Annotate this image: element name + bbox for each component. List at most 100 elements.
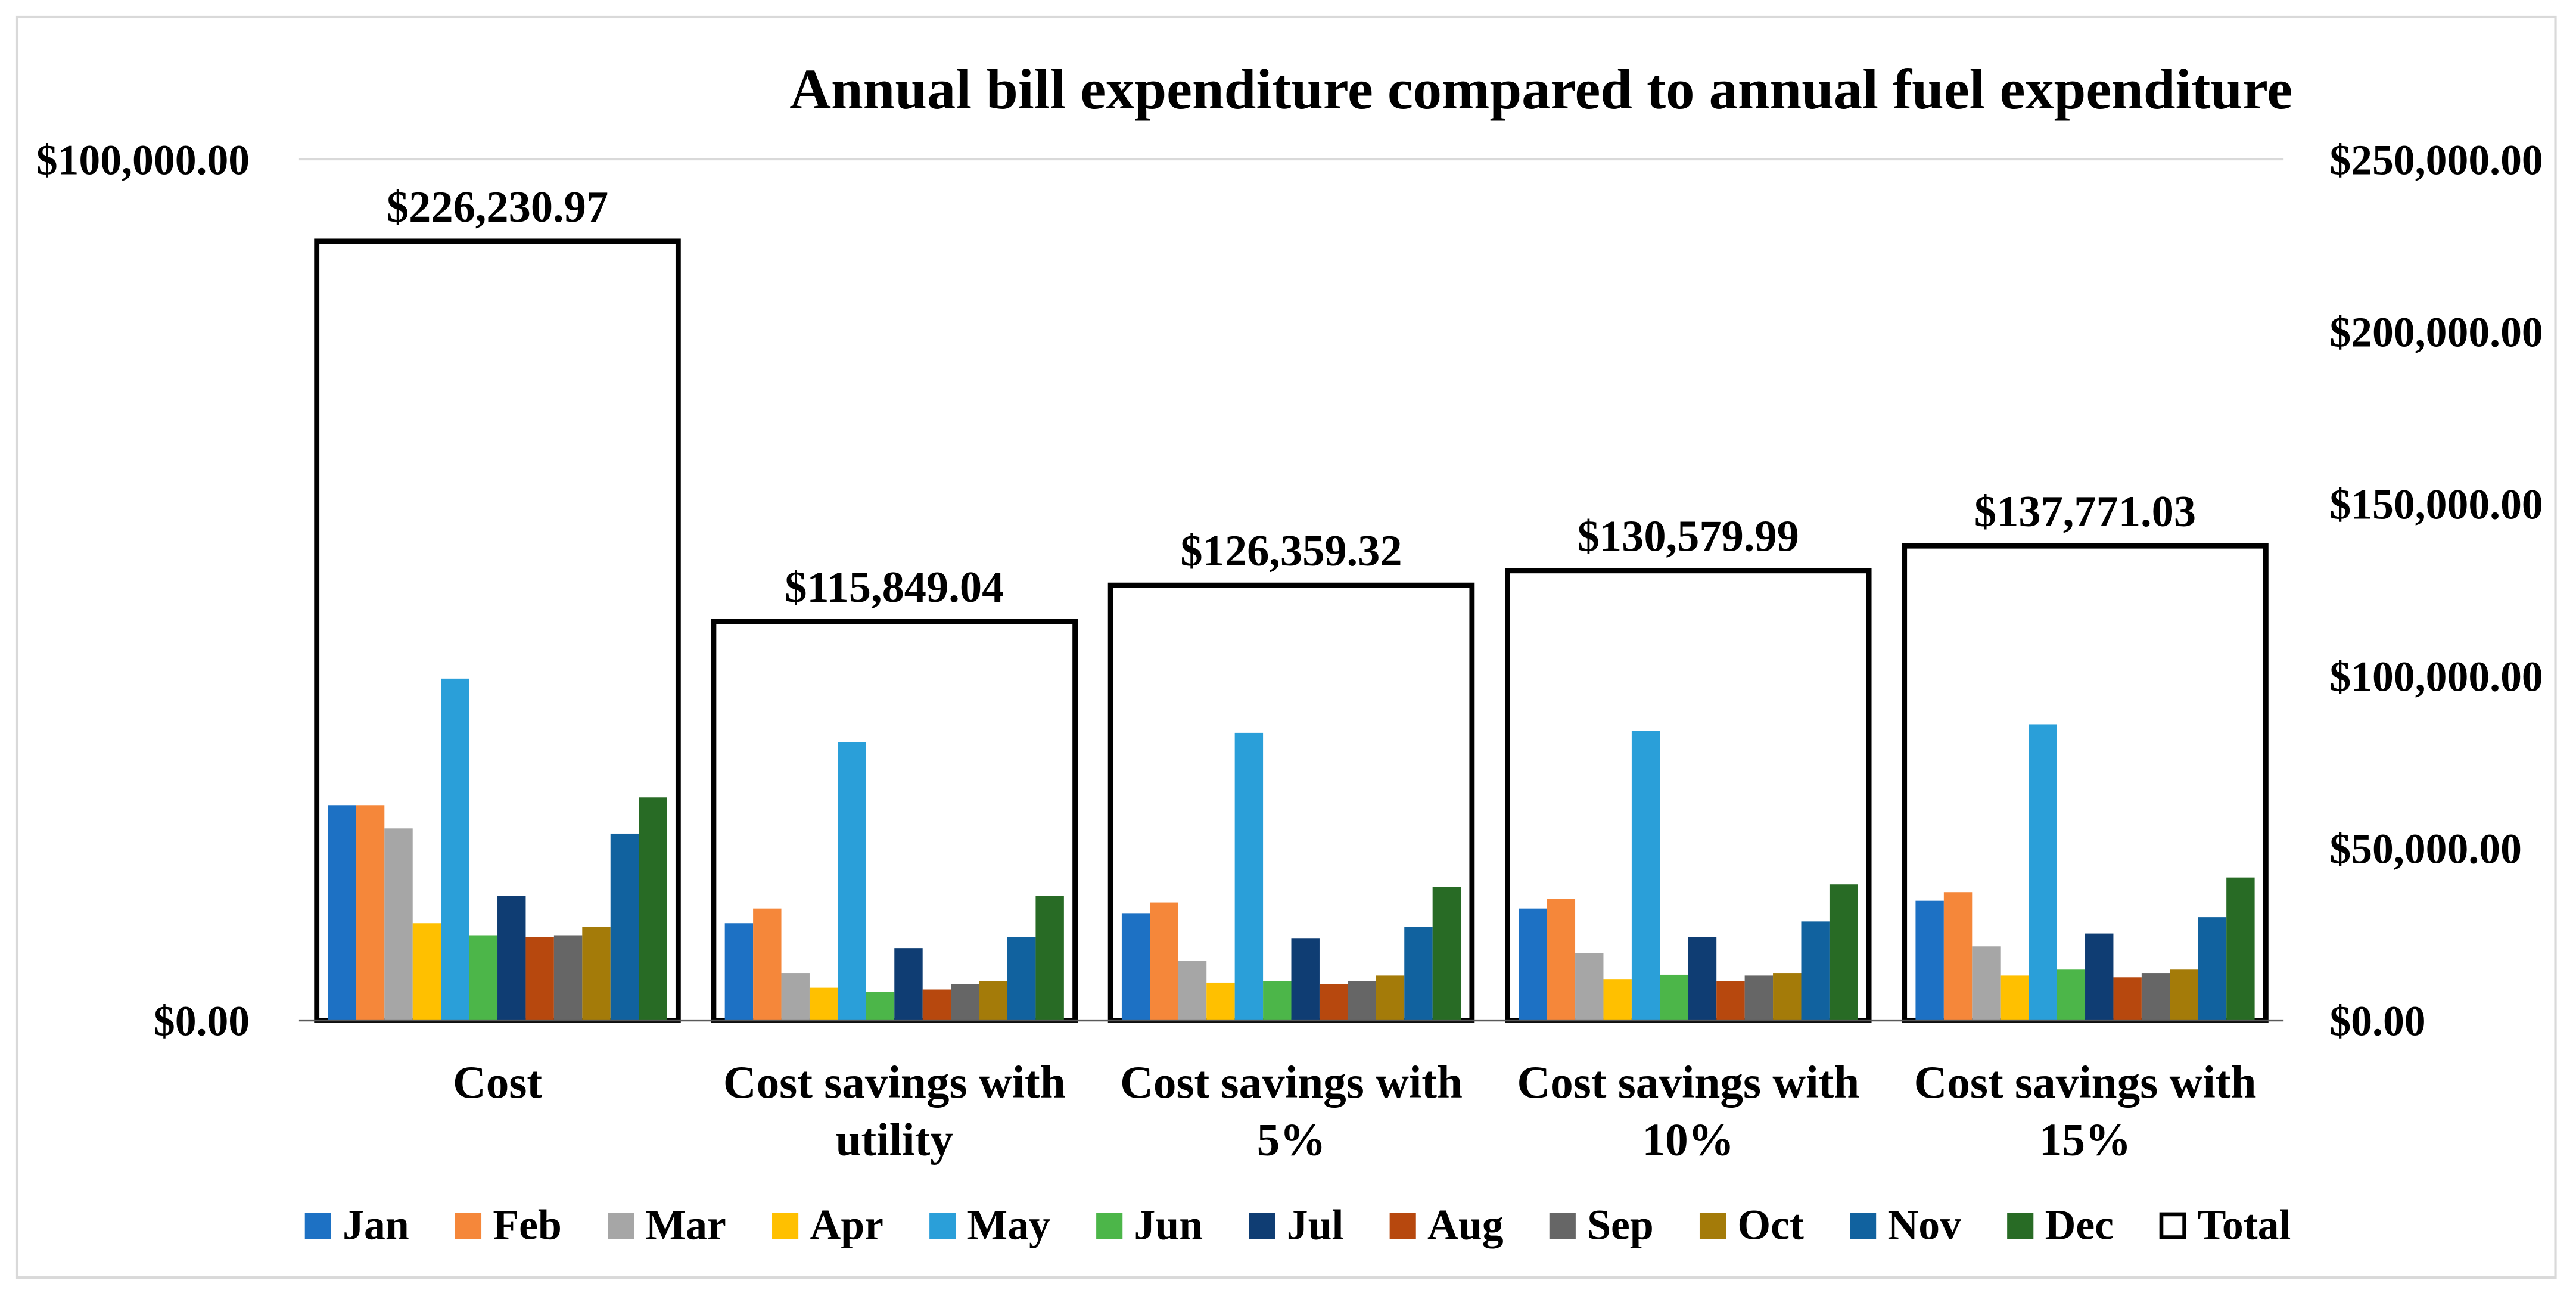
legend-item-jun: Jun: [1096, 1201, 1203, 1248]
legend-item-mar: Mar: [608, 1201, 726, 1248]
bar-apr-cost-savings-with-10: [1603, 979, 1632, 1021]
legend-label-feb: Feb: [493, 1201, 561, 1248]
bar-oct-cost-savings-with-10: [1773, 973, 1802, 1021]
bar-jul-cost: [497, 896, 526, 1021]
category-label-line: 5%: [1257, 1114, 1326, 1166]
legend-label-total: Total: [2198, 1201, 2291, 1248]
bar-may-cost-savings-with-15: [2029, 724, 2057, 1021]
bar-jul-cost-savings-with-5: [1291, 938, 1320, 1021]
bar-jun-cost-savings-with-utility: [866, 992, 895, 1021]
total-label-cost-savings-with-10: $130,579.99: [1578, 512, 1799, 561]
bar-mar-cost-savings-with-5: [1178, 961, 1207, 1021]
legend-marker-jul: [1249, 1213, 1275, 1239]
bar-may-cost-savings-with-5: [1234, 732, 1264, 1021]
bar-aug-cost-savings-with-15: [2113, 977, 2142, 1021]
legend-marker-jan: [304, 1213, 331, 1239]
bar-jun-cost: [469, 935, 498, 1021]
legend-item-total: Total: [2159, 1201, 2291, 1248]
bar-nov-cost: [610, 833, 639, 1021]
legend-label-may: May: [967, 1201, 1051, 1248]
legend-label-apr: Apr: [810, 1201, 883, 1248]
bar-feb-cost-savings-with-15: [1943, 892, 1973, 1021]
category-label-line: 10%: [1642, 1114, 1734, 1166]
total-label-cost-savings-with-15: $137,771.03: [1974, 487, 2196, 536]
bar-may-cost: [441, 678, 469, 1021]
bar-aug-cost: [525, 937, 554, 1021]
total-labels: $226,230.97 $115,849.04 $126,359.32 $130,57…: [387, 183, 2196, 612]
bar-jan-cost: [328, 805, 356, 1021]
right-axis-tick-label: $50,000.00: [2329, 825, 2522, 872]
bar-jul-cost-savings-with-10: [1688, 937, 1717, 1021]
bar-jul-cost-savings-with-utility: [894, 948, 923, 1021]
bar-sep-cost-savings-with-15: [2141, 973, 2170, 1021]
bar-mar-cost-savings-with-15: [1972, 946, 2001, 1021]
bar-jan-cost-savings-with-5: [1121, 913, 1150, 1021]
legend-label-mar: Mar: [645, 1201, 726, 1248]
bar-oct-cost-savings-with-5: [1376, 975, 1405, 1021]
bar-apr-cost-savings-with-utility: [809, 987, 838, 1021]
bar-jan-cost-savings-with-10: [1519, 908, 1547, 1021]
legend-label-dec: Dec: [2045, 1201, 2114, 1248]
bar-sep-cost-savings-with-5: [1348, 981, 1376, 1021]
category-label-cost-savings-with-5: Cost savings with 5%: [1120, 1056, 1463, 1166]
bar-may-cost-savings-with-10: [1631, 731, 1660, 1021]
bar-sep-cost-savings-with-utility: [951, 984, 979, 1021]
bar-nov-cost-savings-with-utility: [1007, 937, 1036, 1021]
right-axis-tick-label: $200,000.00: [2329, 308, 2543, 356]
legend-marker-jun: [1096, 1213, 1123, 1239]
right-axis-tick-label: $150,000.00: [2329, 480, 2543, 528]
legend-item-feb: Feb: [455, 1201, 562, 1248]
category-label-line: Cost savings with: [723, 1056, 1066, 1108]
category-label-cost-savings-with-15: Cost savings with 15%: [1914, 1056, 2257, 1166]
legend-item-sep: Sep: [1549, 1201, 1654, 1248]
category-label-line: Cost savings with: [1517, 1056, 1859, 1108]
bar-feb-cost: [356, 805, 385, 1021]
bars: [328, 678, 2255, 1021]
chart-title: Annual bill expenditure compared to annu…: [789, 57, 2292, 121]
total-label-cost-savings-with-utility: $115,849.04: [785, 563, 1004, 612]
bar-sep-cost: [553, 935, 583, 1021]
bar-jun-cost-savings-with-5: [1263, 981, 1292, 1021]
legend-marker-apr: [772, 1213, 799, 1239]
legend-label-nov: Nov: [1887, 1201, 1961, 1248]
bar-dec-cost-savings-with-15: [2226, 877, 2255, 1021]
legend-item-jul: Jul: [1249, 1201, 1343, 1248]
bar-mar-cost-savings-with-10: [1575, 953, 1604, 1021]
bar-apr-cost: [412, 923, 441, 1021]
legend-label-aug: Aug: [1427, 1201, 1504, 1248]
bar-oct-cost-savings-with-utility: [979, 981, 1007, 1021]
category-label-line: Cost: [453, 1056, 542, 1108]
bar-sep-cost-savings-with-10: [1744, 975, 1774, 1021]
bar-nov-cost-savings-with-5: [1404, 927, 1433, 1021]
bar-apr-cost-savings-with-15: [2000, 975, 2029, 1021]
category-label-line: Cost savings with: [1120, 1056, 1463, 1108]
category-label-cost-savings-with-utility: Cost savings with utility: [723, 1056, 1066, 1166]
left-axis-tick-label: $100,000.00: [36, 136, 250, 184]
bar-nov-cost-savings-with-10: [1801, 921, 1830, 1021]
bar-oct-cost: [582, 927, 611, 1021]
bar-feb-cost-savings-with-10: [1547, 899, 1576, 1021]
legend-item-oct: Oct: [1699, 1201, 1804, 1248]
bar-apr-cost-savings-with-5: [1206, 982, 1235, 1021]
category-label-line: 15%: [2039, 1114, 2131, 1166]
bar-feb-cost-savings-with-utility: [753, 908, 782, 1021]
bar-feb-cost-savings-with-5: [1150, 902, 1178, 1021]
bar-aug-cost-savings-with-utility: [922, 989, 951, 1021]
legend-label-jun: Jun: [1134, 1201, 1203, 1248]
category-label-line: utility: [836, 1114, 953, 1166]
bar-aug-cost-savings-with-5: [1319, 984, 1348, 1021]
total-label-cost: $226,230.97: [387, 183, 608, 232]
bar-dec-cost-savings-with-5: [1432, 887, 1461, 1021]
bar-jan-cost-savings-with-15: [1915, 900, 1944, 1021]
bar-jul-cost-savings-with-15: [2085, 933, 2114, 1021]
legend-marker-nov: [1850, 1213, 1877, 1239]
bar-oct-cost-savings-with-15: [2170, 969, 2198, 1021]
bar-mar-cost-savings-with-utility: [781, 973, 810, 1021]
legend-marker-sep: [1549, 1213, 1576, 1239]
left-axis-tick-label: $0.00: [154, 997, 250, 1045]
legend-marker-feb: [455, 1213, 482, 1239]
legend-label-jul: Jul: [1287, 1201, 1344, 1248]
legend-label-sep: Sep: [1587, 1201, 1654, 1248]
bar-aug-cost-savings-with-10: [1716, 981, 1745, 1021]
